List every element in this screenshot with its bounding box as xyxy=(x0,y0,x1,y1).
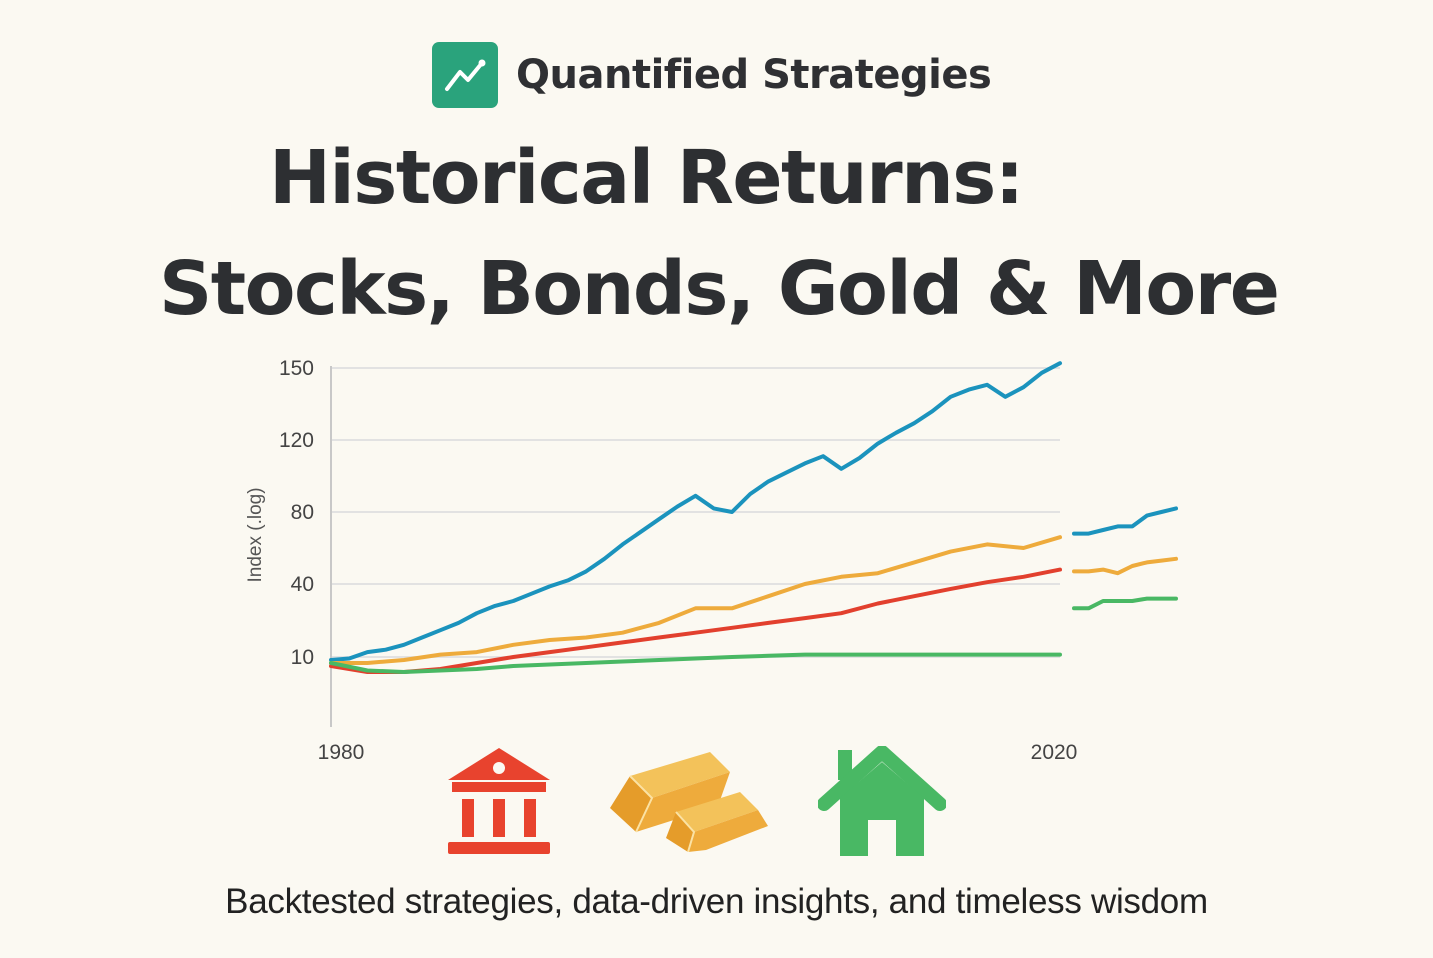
trend-up-icon xyxy=(445,59,486,91)
headline-line-1: Historical Returns: xyxy=(269,135,1024,221)
brand-logo xyxy=(432,42,498,108)
bank-icon xyxy=(448,748,550,854)
house-icon xyxy=(818,746,946,856)
series-line-2 xyxy=(329,535,1062,665)
y-tick-label: 80 xyxy=(291,501,314,524)
tagline: Backtested strategies, data-driven insig… xyxy=(225,882,1208,921)
extension-line-3 xyxy=(1072,596,1178,611)
gold-bars-icon xyxy=(610,752,768,852)
chart-tick-labels: 150 120 80 40 10 1980 2020 xyxy=(279,357,1077,764)
brand: Quantified Strategies xyxy=(432,42,992,108)
headline-line-2: Stocks, Bonds, Gold & More xyxy=(159,246,1280,332)
y-tick-label: 10 xyxy=(291,646,314,669)
extension-line-1 xyxy=(1072,506,1178,536)
y-tick-label: 40 xyxy=(291,573,314,596)
chart-extension-series xyxy=(1072,506,1178,611)
x-tick-label: 2020 xyxy=(1031,741,1078,764)
series-line-4 xyxy=(329,652,1062,674)
series-line-3 xyxy=(329,567,1062,674)
chart-series xyxy=(329,361,1062,674)
series-line-1 xyxy=(329,361,1062,662)
x-tick-label: 1980 xyxy=(318,741,365,764)
y-tick-label: 150 xyxy=(279,357,314,380)
y-axis-label: Index (.log) xyxy=(245,487,266,582)
chart-grid xyxy=(331,367,1060,658)
brand-name: Quantified Strategies xyxy=(516,52,992,98)
y-tick-label: 120 xyxy=(279,429,314,452)
extension-line-2 xyxy=(1072,556,1178,576)
